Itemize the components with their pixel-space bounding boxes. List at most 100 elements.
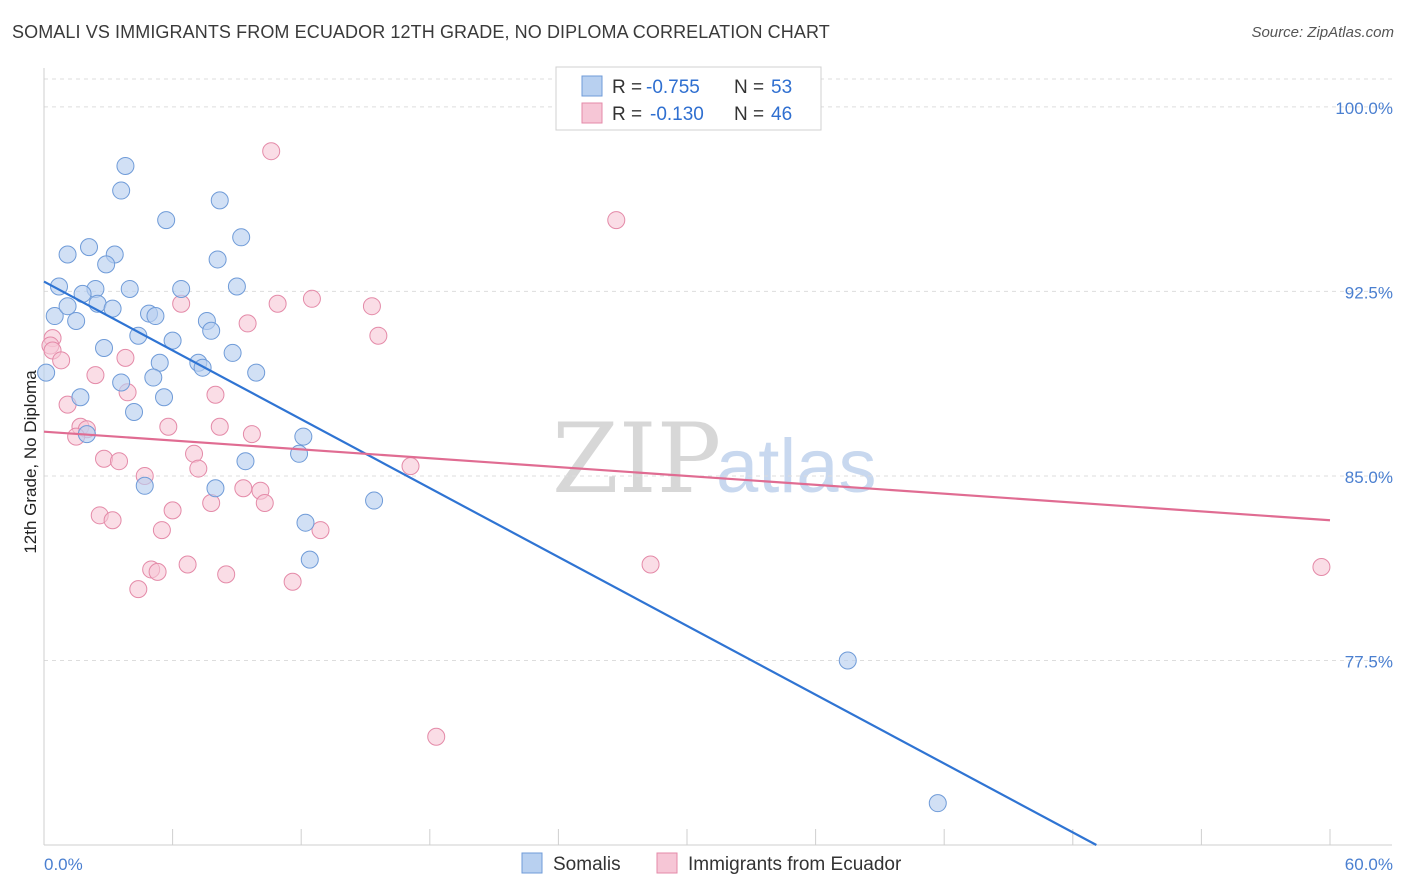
ecuador-legend-swatch bbox=[581, 102, 603, 124]
trend-lines bbox=[43, 280, 1331, 846]
ecuador-n-label: N = bbox=[734, 104, 764, 125]
ecuador-point bbox=[641, 555, 660, 574]
somali-r-value: -0.755 bbox=[646, 77, 700, 98]
ecuador-point bbox=[110, 452, 129, 471]
ecuador-bottom-swatch bbox=[656, 852, 678, 874]
ecuador-point bbox=[129, 580, 148, 599]
somali-point bbox=[210, 191, 229, 210]
ecuador-point bbox=[163, 501, 182, 520]
ecuador-trend-line bbox=[43, 430, 1331, 522]
somali-point bbox=[135, 476, 154, 495]
watermark-atlas: atlas bbox=[716, 424, 877, 509]
somali-point bbox=[120, 279, 139, 298]
ecuador-point bbox=[1312, 557, 1331, 576]
somali-legend-label: Somalis bbox=[553, 854, 621, 875]
ecuador-point bbox=[369, 326, 388, 345]
somali-n-label: N = bbox=[734, 77, 764, 98]
ecuador-point bbox=[238, 314, 257, 333]
ecuador-point bbox=[178, 555, 197, 574]
somali-point bbox=[206, 479, 225, 498]
ecuador-point bbox=[148, 562, 167, 581]
ecuador-point bbox=[401, 457, 420, 476]
ecuador-point bbox=[262, 142, 281, 161]
ecuador-point bbox=[242, 425, 261, 444]
somali-point bbox=[300, 550, 319, 569]
somali-point bbox=[838, 651, 857, 670]
somali-point bbox=[928, 794, 947, 813]
y-tick-labels: 77.5% 85.0% 92.5% 100.0% bbox=[1335, 99, 1393, 672]
ecuador-point bbox=[283, 572, 302, 591]
somali-point bbox=[223, 343, 242, 362]
y-axis-label: 12th Grade, No Diploma bbox=[21, 370, 40, 554]
ecuador-point bbox=[268, 294, 287, 313]
ecuador-point bbox=[116, 348, 135, 367]
ecuador-point bbox=[95, 449, 114, 468]
somali-n-value: 53 bbox=[771, 77, 792, 98]
series-legend: Somalis Immigrants from Ecuador bbox=[521, 852, 902, 875]
ecuador-point bbox=[189, 459, 208, 478]
somali-point bbox=[227, 277, 246, 296]
watermark: ZIP atlas bbox=[552, 403, 877, 515]
ecuador-point bbox=[255, 494, 274, 513]
ecuador-point bbox=[210, 417, 229, 436]
somali-point bbox=[157, 211, 176, 230]
ecuador-point bbox=[607, 211, 626, 230]
somali-legend-swatch bbox=[581, 75, 603, 97]
somali-point bbox=[67, 311, 86, 330]
ecuador-n-value: 46 bbox=[771, 104, 792, 125]
somali-point bbox=[97, 255, 116, 274]
somali-point bbox=[163, 331, 182, 350]
ecuador-point bbox=[234, 479, 253, 498]
somali-point bbox=[58, 297, 77, 316]
y-tick-label: 77.5% bbox=[1345, 652, 1393, 671]
chart-title: SOMALI VS IMMIGRANTS FROM ECUADOR 12TH G… bbox=[12, 22, 830, 42]
x-tick-labels: 0.0% 60.0% bbox=[44, 855, 1393, 874]
ecuador-legend-label: Immigrants from Ecuador bbox=[688, 854, 902, 875]
ecuador-point bbox=[311, 521, 330, 540]
source-label: Source: ZipAtlas.com bbox=[1251, 24, 1394, 41]
somali-point bbox=[146, 307, 165, 326]
x-tick-label: 0.0% bbox=[44, 855, 83, 874]
ecuador-point bbox=[302, 289, 321, 308]
somali-point bbox=[236, 452, 255, 471]
somali-point bbox=[37, 363, 56, 382]
somali-point bbox=[95, 339, 114, 358]
somali-point bbox=[365, 491, 384, 510]
ecuador-r-value: -0.130 bbox=[650, 104, 704, 125]
somali-point bbox=[80, 238, 99, 257]
ecuador-point bbox=[427, 727, 446, 746]
correlation-legend: R = -0.755 N = 53 R = -0.130 N = 46 bbox=[555, 66, 822, 131]
somali-point bbox=[112, 373, 131, 392]
somali-point bbox=[58, 245, 77, 264]
somali-point bbox=[208, 250, 227, 269]
y-tick-label: 85.0% bbox=[1345, 468, 1393, 487]
somali-points bbox=[37, 156, 947, 813]
somali-point bbox=[172, 279, 191, 298]
somali-point bbox=[296, 513, 315, 532]
ecuador-points bbox=[41, 142, 1331, 746]
ecuador-point bbox=[52, 351, 71, 370]
y-tick-label: 92.5% bbox=[1345, 283, 1393, 302]
ecuador-point bbox=[152, 521, 171, 540]
ecuador-point bbox=[159, 417, 178, 436]
somali-point bbox=[202, 321, 221, 340]
ecuador-point bbox=[362, 297, 381, 316]
somali-point bbox=[155, 388, 174, 407]
somali-r-label: R = bbox=[612, 77, 642, 98]
somali-point bbox=[116, 156, 135, 175]
somali-point bbox=[247, 363, 266, 382]
somali-point bbox=[45, 307, 64, 326]
somali-bottom-swatch bbox=[521, 852, 543, 874]
ecuador-point bbox=[217, 565, 236, 584]
somali-point bbox=[71, 388, 90, 407]
somali-point bbox=[112, 181, 131, 200]
axes bbox=[43, 68, 1392, 846]
ecuador-point bbox=[206, 385, 225, 404]
gridlines bbox=[44, 78, 1392, 661]
y-tick-label: 100.0% bbox=[1335, 99, 1393, 118]
somali-point bbox=[125, 402, 144, 421]
ecuador-r-label: R = bbox=[612, 104, 642, 125]
ecuador-point bbox=[86, 366, 105, 385]
watermark-zip: ZIP bbox=[552, 403, 721, 515]
